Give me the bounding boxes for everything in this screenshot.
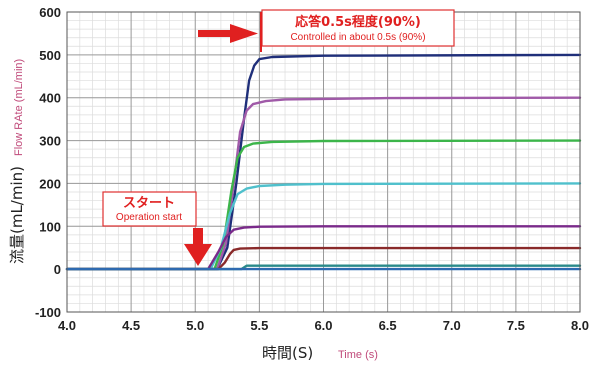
start-annotation-subtitle: Operation start xyxy=(116,212,182,223)
x-tick-label: 8.0 xyxy=(571,318,589,333)
y-tick-label: 400 xyxy=(39,91,61,106)
y-tick-label: 100 xyxy=(39,219,61,234)
y-tick-label: 0 xyxy=(54,262,61,277)
y-axis-label-en: Flow RAte (mL/min) xyxy=(13,59,25,156)
start-annotation-box xyxy=(102,191,197,227)
y-tick-label: -100 xyxy=(35,305,61,320)
x-tick-label: 4.0 xyxy=(58,318,76,333)
x-tick-label: 4.5 xyxy=(122,318,140,333)
x-axis-label-en: Time (s) xyxy=(338,349,378,361)
series-line-2 xyxy=(65,96,582,271)
y-axis-label: 流量(mL/min) xyxy=(8,166,26,264)
x-tick-label: 5.5 xyxy=(250,318,268,333)
series-line-1 xyxy=(65,53,582,271)
response-annotation-box xyxy=(261,9,455,47)
y-tick-label: 500 xyxy=(39,48,61,63)
down-arrow-icon xyxy=(184,228,212,266)
right-arrow-icon xyxy=(198,24,258,43)
x-axis-label: 時間(S) xyxy=(262,344,313,362)
x-tick-label: 6.0 xyxy=(314,318,332,333)
x-tick-labels: 4.0 4.5 5.0 5.5 6.0 6.5 7.0 7.5 8.0 xyxy=(58,318,589,333)
y-tick-label: 600 xyxy=(39,5,61,20)
series-line-3 xyxy=(65,139,582,271)
x-tick-label: 7.0 xyxy=(443,318,461,333)
y-tick-labels: -100 0 100 200 300 400 500 600 xyxy=(35,5,61,320)
response-annotation-title: 応答0.5s程度(90%) xyxy=(295,14,421,30)
series-line-5 xyxy=(65,225,582,271)
response-annotation-subtitle: Controlled in about 0.5s (90%) xyxy=(290,32,425,43)
y-tick-label: 300 xyxy=(39,134,61,149)
y-tick-label: 200 xyxy=(39,176,61,191)
series-layer xyxy=(65,53,582,271)
x-tick-label: 7.5 xyxy=(507,318,525,333)
x-tick-label: 6.5 xyxy=(379,318,397,333)
x-tick-label: 5.0 xyxy=(186,318,204,333)
start-annotation-title: スタート xyxy=(123,196,175,211)
